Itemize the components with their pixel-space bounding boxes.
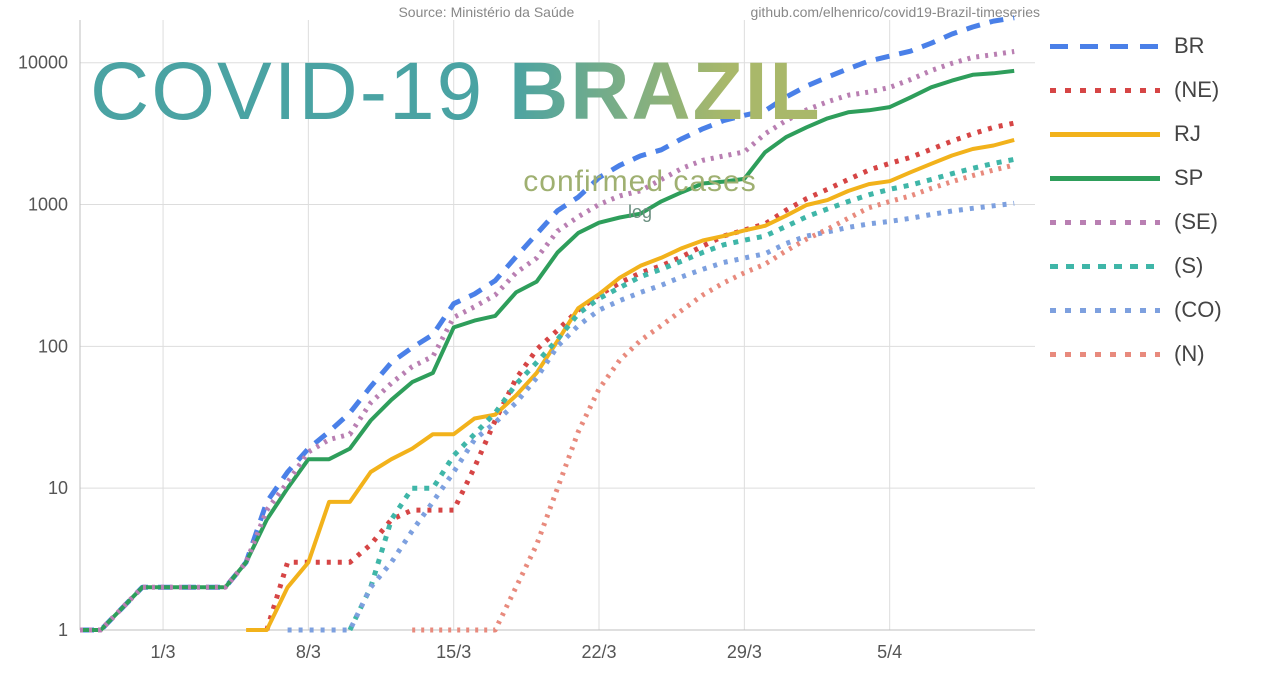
svg-text:22/3: 22/3 [581,642,616,662]
subtitle-scale: log [628,202,652,223]
svg-text:10000: 10000 [18,53,68,73]
series-N [412,165,1014,630]
svg-text:10: 10 [48,478,68,498]
legend-label-SE: (SE) [1174,209,1218,235]
legend-label-SP: SP [1174,165,1203,191]
series-SP [80,71,1014,630]
legend-swatch-S [1050,263,1160,269]
series-CO [288,203,1015,630]
series-S [350,159,1014,630]
svg-text:15/3: 15/3 [436,642,471,662]
title-prefix: COVID-19 [90,46,509,137]
legend-item-SP: SP [1050,156,1260,200]
legend-item-S: (S) [1050,244,1260,288]
legend-label-CO: (CO) [1174,297,1222,323]
svg-text:8/3: 8/3 [296,642,321,662]
legend-swatch-SE [1050,219,1160,225]
svg-text:5/4: 5/4 [877,642,902,662]
legend-item-NE: (NE) [1050,68,1260,112]
svg-text:1/3: 1/3 [151,642,176,662]
legend-swatch-RJ [1050,131,1160,137]
legend-swatch-NE [1050,87,1160,93]
legend-swatch-CO [1050,307,1160,313]
legend-item-RJ: RJ [1050,112,1260,156]
legend-item-SE: (SE) [1050,200,1260,244]
legend: BR (NE) RJ SP (SE) (S) (CO) (N) [1050,24,1260,376]
legend-label-BR: BR [1174,33,1205,59]
svg-text:29/3: 29/3 [727,642,762,662]
legend-label-RJ: RJ [1174,121,1201,147]
legend-swatch-BR [1050,43,1160,49]
svg-text:1000: 1000 [28,195,68,215]
legend-swatch-N [1050,351,1160,357]
page-title: COVID-19 BRAZIL [90,45,822,139]
legend-swatch-SP [1050,175,1160,181]
subtitle: confirmed cases [523,165,756,199]
legend-label-S: (S) [1174,253,1203,279]
legend-item-N: (N) [1050,332,1260,376]
svg-text:100: 100 [38,336,68,356]
legend-item-BR: BR [1050,24,1260,68]
title-strong: BRAZIL [509,46,822,137]
legend-label-NE: (NE) [1174,77,1219,103]
series-NE [267,123,1014,630]
legend-label-N: (N) [1174,341,1205,367]
legend-item-CO: (CO) [1050,288,1260,332]
svg-text:1: 1 [58,620,68,640]
